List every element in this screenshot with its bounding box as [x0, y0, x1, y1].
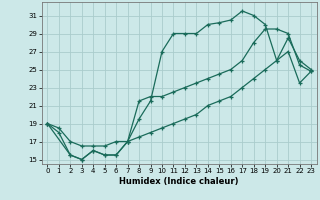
X-axis label: Humidex (Indice chaleur): Humidex (Indice chaleur) — [119, 177, 239, 186]
